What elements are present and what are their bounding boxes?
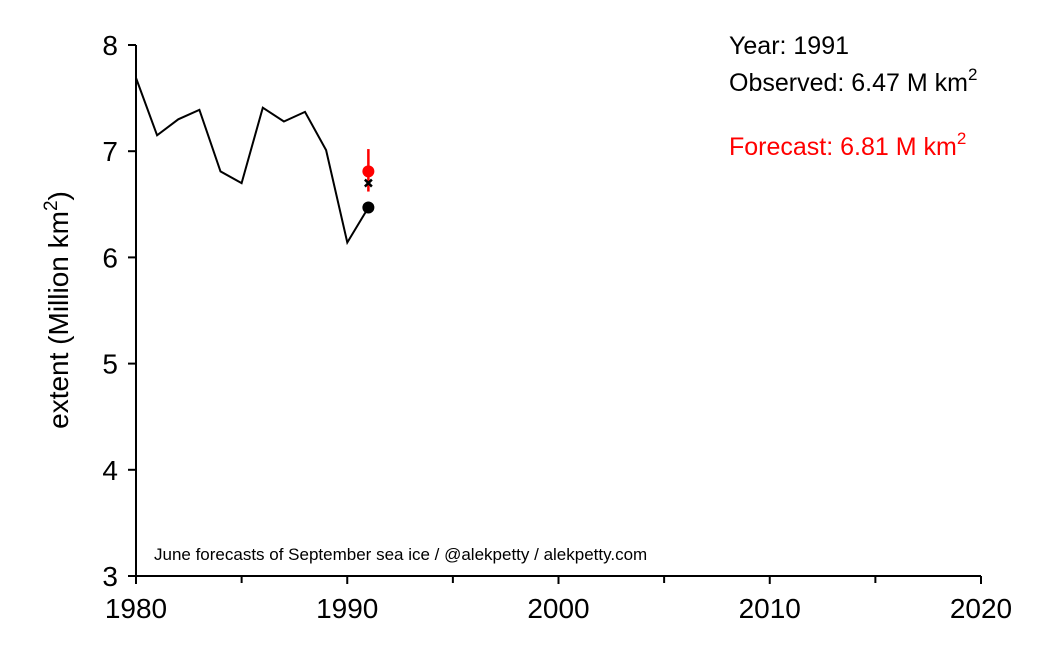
x-tick-label: 2010 bbox=[739, 593, 801, 624]
y-tick-label: 7 bbox=[102, 136, 118, 167]
series bbox=[135, 77, 375, 246]
x-tick-label: 1980 bbox=[105, 593, 167, 624]
observed-annotation: Observed: 6.47 M km2 bbox=[729, 65, 977, 97]
labels: extent (Million km2) Year: 1991 Observed… bbox=[41, 32, 977, 564]
credit-annotation: June forecasts of September sea ice / @a… bbox=[154, 545, 647, 564]
x-tick-label: 2000 bbox=[527, 593, 589, 624]
y-tick-label: 3 bbox=[102, 561, 118, 592]
y-tick-label: 4 bbox=[102, 455, 118, 486]
x-tick-label: 1990 bbox=[316, 593, 378, 624]
y-tick-label: 8 bbox=[102, 30, 118, 61]
observed-point bbox=[362, 201, 375, 214]
y-tick-label: 5 bbox=[102, 349, 118, 380]
forecast-annotation: Forecast: 6.81 M km2 bbox=[729, 129, 966, 161]
x-tick-label: 2020 bbox=[950, 593, 1012, 624]
trend-marker-stroke bbox=[363, 178, 373, 188]
y-axis-label: extent (Million km2) bbox=[41, 191, 74, 429]
observed-extent-line bbox=[135, 77, 370, 246]
year-annotation: Year: 1991 bbox=[729, 32, 849, 60]
trend-point-marker bbox=[363, 178, 373, 188]
y-tick-label: 6 bbox=[102, 242, 118, 273]
forecast-point bbox=[362, 165, 375, 178]
axes: 3 4 5 6 7 8 1980 1990 2000 2010 2020 bbox=[102, 30, 1012, 624]
